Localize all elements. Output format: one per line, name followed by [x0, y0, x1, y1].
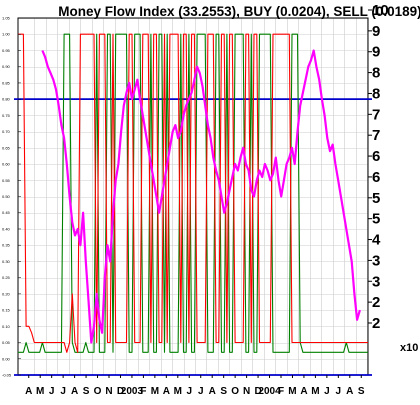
x-tick-label: J	[336, 386, 342, 397]
x-tick-label: J	[324, 386, 330, 397]
reference-lines	[14, 98, 372, 376]
right-tick-label: 4	[372, 232, 381, 249]
right-tick-label: 2	[372, 294, 380, 311]
left-tick-label: 0.00	[2, 356, 11, 361]
x-tick-label: S	[358, 386, 365, 397]
x-tick-label: A	[25, 386, 32, 397]
left-tick-label: 0.70	[2, 129, 11, 134]
x-tick-label: O	[231, 386, 239, 397]
left-tick-label: 0.10	[2, 324, 11, 329]
right-tick-label: 5	[372, 190, 380, 207]
right-tick-label: 9	[372, 44, 380, 61]
x-tick-label: A	[163, 386, 170, 397]
x-tick-label: J	[186, 386, 192, 397]
x-tick-label: S	[220, 386, 227, 397]
left-tick-label: 0.80	[2, 97, 11, 102]
left-tick-label: 1.05	[2, 16, 11, 21]
x-tick-label: J	[49, 386, 55, 397]
left-tick-label: 0.15	[2, 308, 11, 313]
x-tick-label: N	[243, 386, 250, 397]
x-tick-label: M	[174, 386, 182, 397]
x-tick-label: J	[198, 386, 204, 397]
x-tick-label: A	[346, 386, 353, 397]
x-tick-label: D	[117, 386, 124, 397]
mfi-series-line	[41, 49, 361, 344]
right-tick-label: 8	[372, 85, 380, 102]
x-tick-label: A	[71, 386, 78, 397]
left-tick-label: -0.05	[2, 373, 12, 378]
left-tick-label: 0.25	[2, 275, 11, 280]
x-tick-label: M	[36, 386, 44, 397]
x-tick-label: F	[278, 386, 284, 397]
left-tick-label: 0.95	[2, 48, 11, 53]
left-tick-label: 0.90	[2, 64, 11, 69]
x-tick-label: M	[311, 386, 319, 397]
buy-series-line	[18, 33, 368, 353]
x-tick-label: O	[94, 386, 102, 397]
left-tick-label: 0.05	[2, 340, 11, 345]
left-tick-label: 1.00	[2, 32, 11, 37]
left-tick-label: 0.45	[2, 210, 11, 215]
left-tick-label: 0.65	[2, 145, 11, 150]
right-tick-label: 5	[372, 211, 380, 228]
x-tick-label: M	[288, 386, 296, 397]
left-tick-label: 0.60	[2, 162, 11, 167]
sell-series-line	[18, 33, 368, 353]
x-tick-label: F	[140, 386, 146, 397]
right-tick-label: 9	[372, 23, 380, 40]
series-group	[18, 33, 368, 353]
x-tick-label: M	[151, 386, 159, 397]
right-tick-label: 8	[372, 65, 380, 82]
right-tick-label: 2	[372, 315, 380, 332]
left-tick-label: 0.35	[2, 243, 11, 248]
left-tick-label: 0.30	[2, 259, 11, 264]
x-tick-label: 2003	[121, 386, 144, 397]
right-tick-label: 10	[372, 2, 389, 19]
right-tick-label: 6	[372, 169, 380, 186]
right-tick-label: 3	[372, 252, 380, 269]
left-tick-label: 0.40	[2, 226, 11, 231]
right-tick-label: 7	[372, 106, 380, 123]
left-tick-label: 0.50	[2, 194, 11, 199]
x-tick-label: A	[300, 386, 307, 397]
left-tick-label: 0.20	[2, 291, 11, 296]
x-tick-label: S	[83, 386, 90, 397]
chart-title: Money Flow Index (33.2553), BUY (0.0204)…	[58, 4, 420, 19]
right-tick-label: 6	[372, 148, 380, 165]
left-tick-label: 0.75	[2, 113, 11, 118]
x-tick-label: N	[105, 386, 112, 397]
left-tick-label: 0.55	[2, 178, 11, 183]
x-tick-label: 2004	[258, 386, 281, 397]
x-tick-label: A	[209, 386, 216, 397]
x-tick-label: D	[254, 386, 261, 397]
right-axis: 10 9 9 8 8 7 7 6 6 5 5 4 3 3 2 2 x10	[368, 2, 418, 354]
left-tick-label: 0.85	[2, 80, 11, 85]
right-axis-multiplier: x10	[400, 342, 418, 354]
right-tick-label: 7	[372, 127, 380, 144]
x-tick-label: J	[60, 386, 66, 397]
right-tick-label: 3	[372, 273, 380, 290]
left-axis: 1.05 1.00 0.95 0.90 0.85 0.80 0.75 0.70 0.65 0.60…	[2, 16, 21, 378]
